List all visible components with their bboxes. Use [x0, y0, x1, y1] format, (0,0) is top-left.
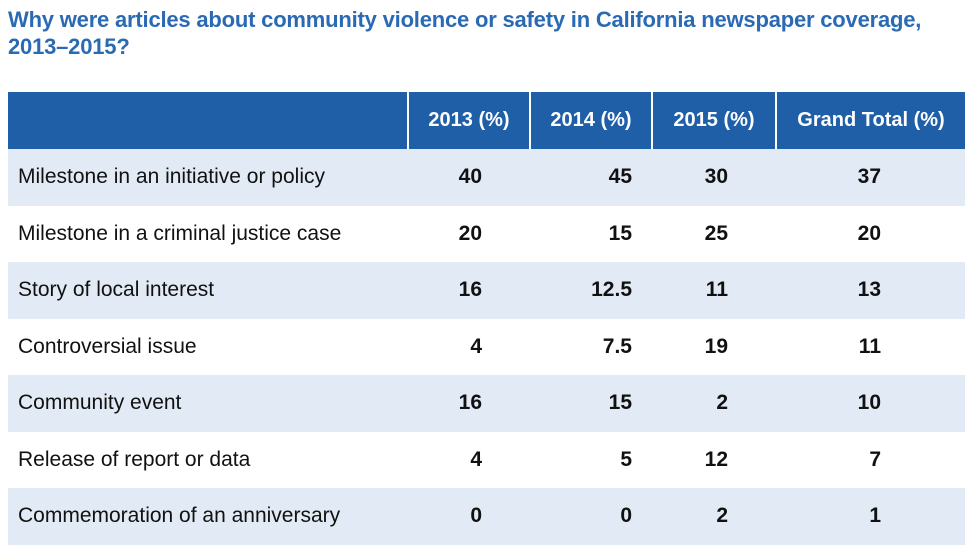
row-label: Milestone in an initiative or policy: [8, 149, 408, 206]
cell-2014: 7.5: [530, 318, 652, 375]
cell-2013: 16: [408, 262, 530, 319]
row-label: Release of report or data: [8, 431, 408, 488]
header-cell-2013: 2013 (%): [407, 92, 530, 149]
cell-2014: 12.5: [530, 262, 652, 319]
cell-2014: 15: [530, 205, 652, 262]
header-cell-grand-total: Grand Total (%): [775, 92, 965, 149]
table-body: Milestone in an initiative or policy 40 …: [8, 149, 965, 545]
table-row: Controversial issue 4 7.5 19 11: [8, 318, 965, 375]
table-header: 2013 (%) 2014 (%) 2015 (%) Grand Total (…: [8, 92, 965, 149]
cell-2013: 4: [408, 431, 530, 488]
cell-grand-total: 7: [776, 431, 965, 488]
cell-2015: 25: [652, 205, 776, 262]
table-row: Milestone in an initiative or policy 40 …: [8, 149, 965, 206]
header-row: 2013 (%) 2014 (%) 2015 (%) Grand Total (…: [8, 92, 965, 149]
table-row: Commemoration of an anniversary 0 0 2 1: [8, 488, 965, 545]
header-cell-2014: 2014 (%): [529, 92, 652, 149]
data-table: 2013 (%) 2014 (%) 2015 (%) Grand Total (…: [8, 92, 965, 545]
row-label: Commemoration of an anniversary: [8, 488, 408, 545]
cell-2013: 4: [408, 318, 530, 375]
cell-2015: 19: [652, 318, 776, 375]
header-cell-category: [8, 92, 408, 149]
header-cell-2015: 2015 (%): [651, 92, 776, 149]
cell-grand-total: 37: [776, 149, 965, 206]
cell-2013: 20: [408, 205, 530, 262]
row-label: Milestone in a criminal justice case: [8, 205, 408, 262]
cell-grand-total: 1: [776, 488, 965, 545]
cell-2015: 2: [652, 488, 776, 545]
cell-2014: 15: [530, 375, 652, 432]
cell-2014: 0: [530, 488, 652, 545]
cell-2015: 11: [652, 262, 776, 319]
table-title: Why were articles about community violen…: [8, 7, 922, 59]
cell-2013: 40: [408, 149, 530, 206]
table-row: Milestone in a criminal justice case 20 …: [8, 205, 965, 262]
cell-2015: 2: [652, 375, 776, 432]
cell-grand-total: 11: [776, 318, 965, 375]
table-row: Story of local interest 16 12.5 11 13: [8, 262, 965, 319]
cell-2013: 0: [408, 488, 530, 545]
row-label: Community event: [8, 375, 408, 432]
row-label: Story of local interest: [8, 262, 408, 319]
table-row: Community event 16 15 2 10: [8, 375, 965, 432]
cell-2014: 45: [530, 149, 652, 206]
cell-2015: 12: [652, 431, 776, 488]
table-row: Release of report or data 4 5 12 7: [8, 431, 965, 488]
cell-grand-total: 20: [776, 205, 965, 262]
cell-2015: 30: [652, 149, 776, 206]
cell-2014: 5: [530, 431, 652, 488]
row-label: Controversial issue: [8, 318, 408, 375]
cell-2013: 16: [408, 375, 530, 432]
cell-grand-total: 13: [776, 262, 965, 319]
cell-grand-total: 10: [776, 375, 965, 432]
